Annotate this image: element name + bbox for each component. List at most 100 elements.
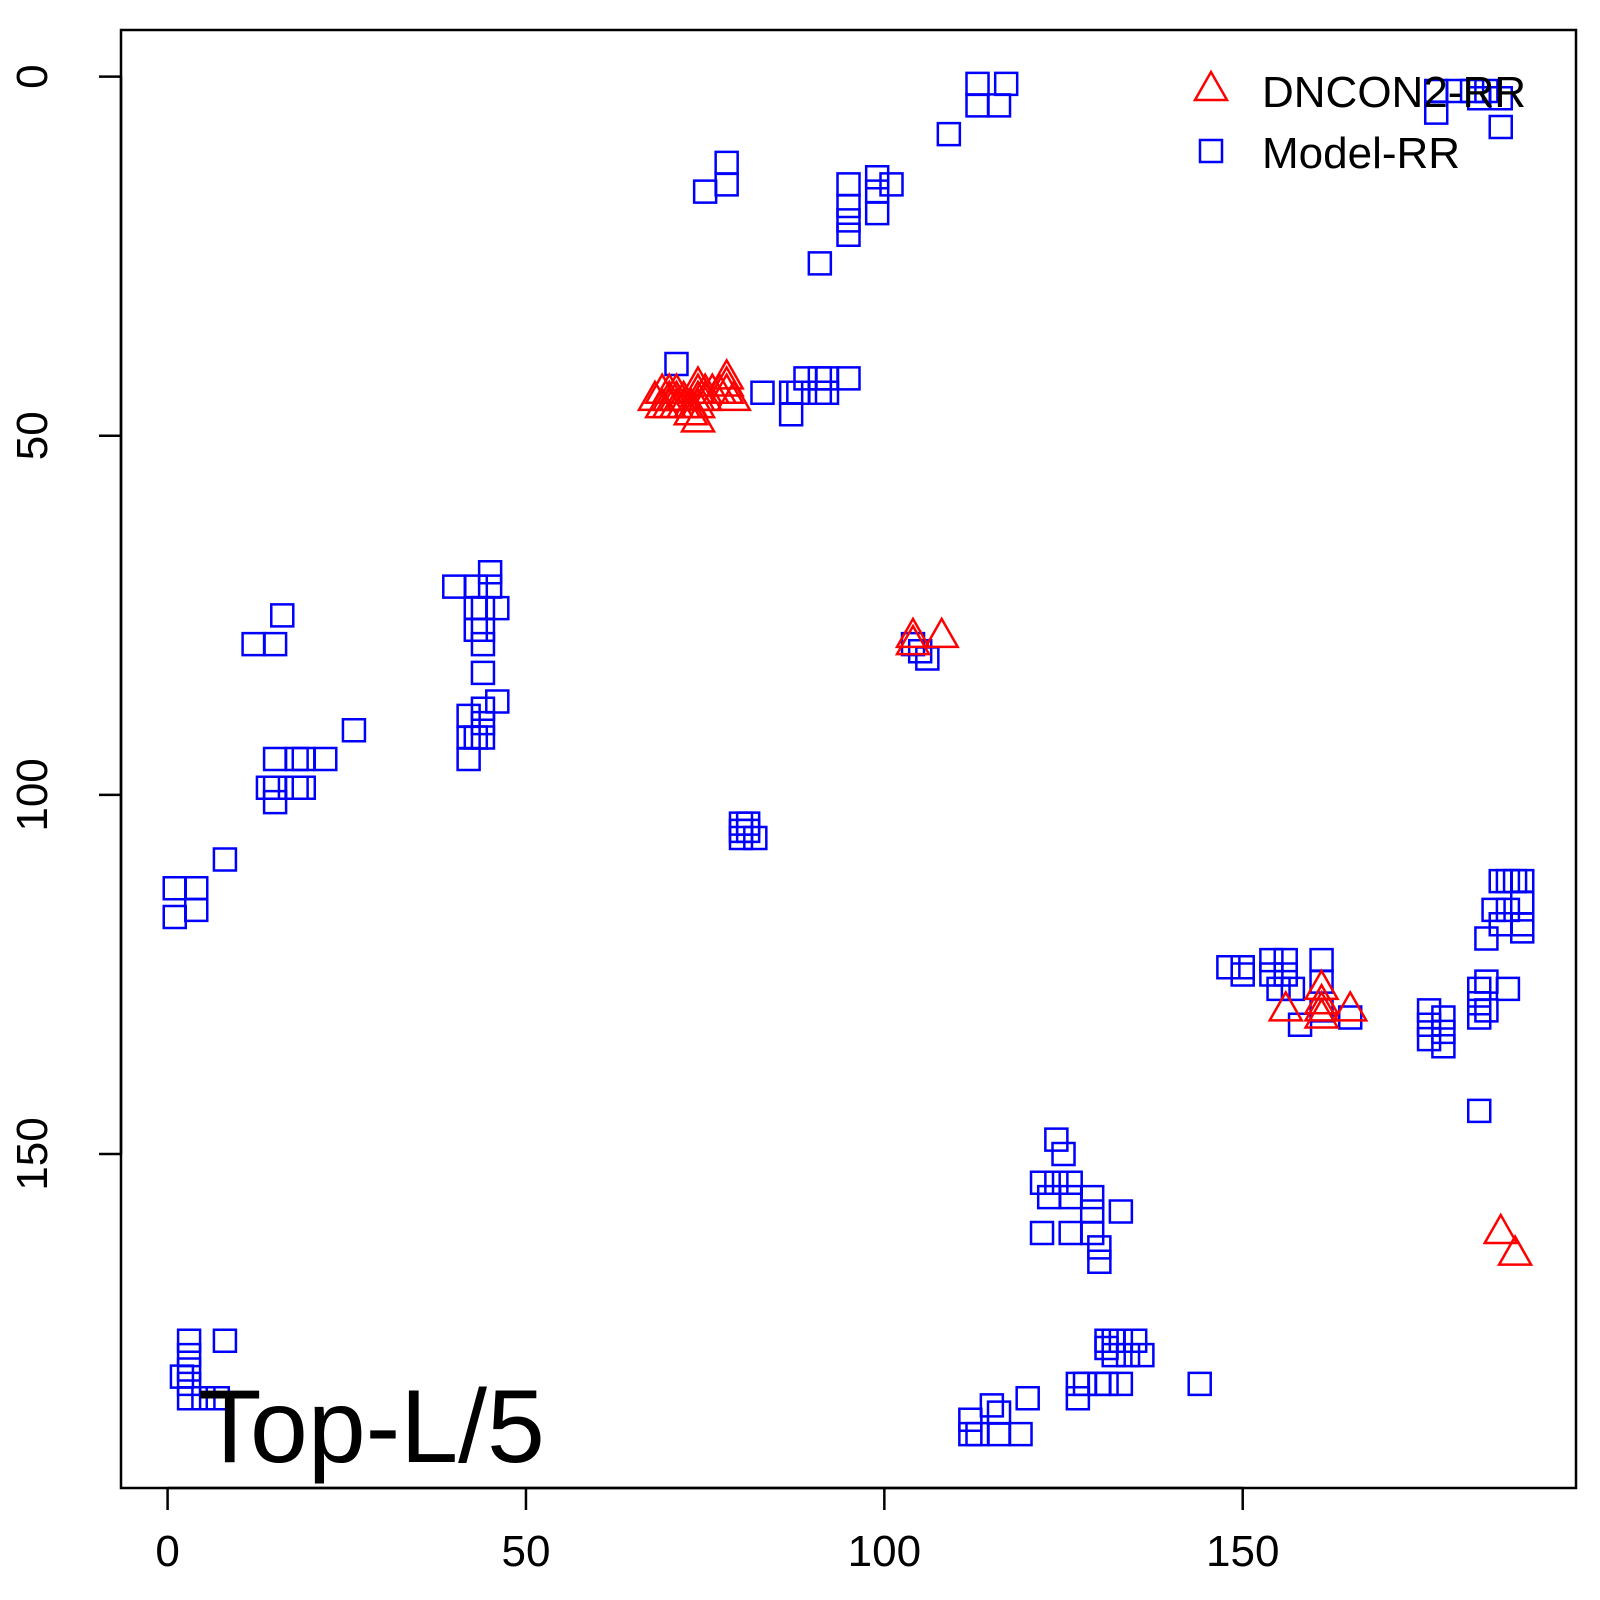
legend-label-model-rr: Model-RR (1262, 129, 1460, 178)
model-rr-point (456, 725, 481, 750)
model-rr-point (1122, 1328, 1148, 1354)
model-rr-point (1416, 998, 1442, 1023)
model-rr-point (1130, 1342, 1155, 1368)
model-rr-point (778, 380, 804, 405)
legend-item-dncon2-rr: DNCON2-RR (1192, 68, 1526, 117)
model-rr-point (1488, 911, 1513, 937)
model-rr-point (1058, 1220, 1083, 1246)
model-rr-point (470, 696, 496, 721)
model-rr-point (341, 718, 367, 743)
plot-frame (119, 28, 1578, 1490)
model-rr-point (1466, 990, 1492, 1016)
model-rr-point (1280, 976, 1306, 1002)
model-rr-point (836, 222, 861, 247)
model-rr-point (1309, 969, 1334, 994)
model-rr-point (470, 595, 496, 621)
model-rr-point (212, 847, 238, 872)
model-rr-point (728, 818, 754, 844)
dncon2-rr-point (1482, 1212, 1519, 1245)
model-rr-point (1216, 955, 1241, 980)
x-tick-label: 50 (501, 1527, 550, 1576)
legend-label-dncon2-rr: DNCON2-RR (1262, 68, 1526, 117)
x-tick-label: 0 (155, 1527, 179, 1576)
model-rr-point (1474, 969, 1499, 994)
model-rr-point (692, 179, 718, 204)
model-rr-point (864, 164, 890, 190)
y-tick-label: 100 (8, 758, 57, 831)
legend: DNCON2-RR Model-RR (1192, 68, 1526, 178)
model-rr-point (456, 746, 481, 772)
model-rr-point (291, 775, 317, 800)
model-rr-point (470, 710, 496, 736)
model-rr-point (1044, 1170, 1069, 1195)
model-rr-point (470, 725, 496, 750)
x-axis: 0 50 100 150 (155, 1486, 1279, 1576)
model-rr-point (807, 251, 833, 276)
model-rr-point (262, 631, 288, 657)
model-rr-point (743, 825, 768, 851)
annotation-label: Top-L/5 (198, 1369, 545, 1485)
model-rr-point (176, 1342, 202, 1368)
model-rr-point (1509, 890, 1535, 915)
model-rr-point (1015, 1385, 1040, 1411)
model-rr-point (1488, 114, 1513, 140)
model-rr-point (1309, 998, 1334, 1023)
y-tick-label: 50 (8, 411, 57, 460)
model-rr-point (958, 1421, 983, 1447)
model-rr-point (1094, 1371, 1119, 1397)
model-rr-point (714, 150, 739, 176)
model-rr-series (162, 71, 1535, 1447)
model-rr-point (1266, 976, 1291, 1002)
model-rr-point (1108, 1328, 1134, 1354)
model-rr-point (162, 904, 188, 930)
model-rr-point (1058, 1184, 1083, 1210)
model-rr-point (463, 595, 489, 621)
model-rr-point (456, 703, 481, 729)
model-rr-point (958, 1407, 983, 1433)
model-rr-point (1094, 1335, 1119, 1361)
model-rr-point (735, 818, 761, 844)
model-rr-point (1044, 1127, 1069, 1152)
dncon2-rr-series (636, 357, 1534, 1266)
model-rr-point (1079, 1199, 1105, 1224)
model-rr-point (986, 1421, 1012, 1447)
model-rr-point (936, 121, 962, 147)
model-rr-point (470, 617, 496, 642)
model-rr-point (176, 1371, 202, 1397)
dncon2-rr-point (1496, 1234, 1534, 1266)
model-rr-point (485, 689, 510, 714)
model-rr-point (1431, 1034, 1456, 1059)
model-rr-point (1273, 962, 1298, 987)
model-rr-point (291, 746, 317, 772)
model-rr-point (1108, 1199, 1134, 1224)
model-rr-point (262, 789, 288, 815)
model-rr-point (1087, 1249, 1112, 1275)
model-rr-point (1474, 926, 1499, 951)
model-rr-point (965, 1421, 990, 1447)
dncon2-rr-point (708, 357, 745, 390)
model-rr-point (1115, 1342, 1141, 1368)
model-rr-point (1431, 1005, 1456, 1030)
x-tick-label: 100 (848, 1527, 921, 1576)
model-rr-point (714, 172, 739, 197)
model-rr-point (1495, 868, 1521, 894)
model-rr-point (1101, 1328, 1126, 1354)
model-rr-point (807, 366, 833, 391)
model-rr-point (284, 746, 309, 772)
model-rr-point (162, 876, 188, 901)
model-rr-point (262, 775, 288, 800)
model-rr-point (1087, 1371, 1112, 1397)
model-rr-point (485, 595, 510, 621)
model-rr-point (793, 366, 818, 391)
model-rr-point (1101, 1342, 1126, 1368)
model-rr-point (1287, 1012, 1313, 1037)
dncon2-rr-point (1303, 989, 1340, 1022)
model-rr-point (1230, 955, 1255, 980)
model-rr-point (786, 380, 811, 405)
model-rr-point (1509, 919, 1535, 944)
model-rr-point (728, 825, 754, 851)
dncon2-rr-point (708, 372, 745, 404)
y-axis: 0 50 100 150 (8, 64, 123, 1191)
model-rr-point (965, 71, 990, 97)
model-rr-point (255, 775, 281, 800)
